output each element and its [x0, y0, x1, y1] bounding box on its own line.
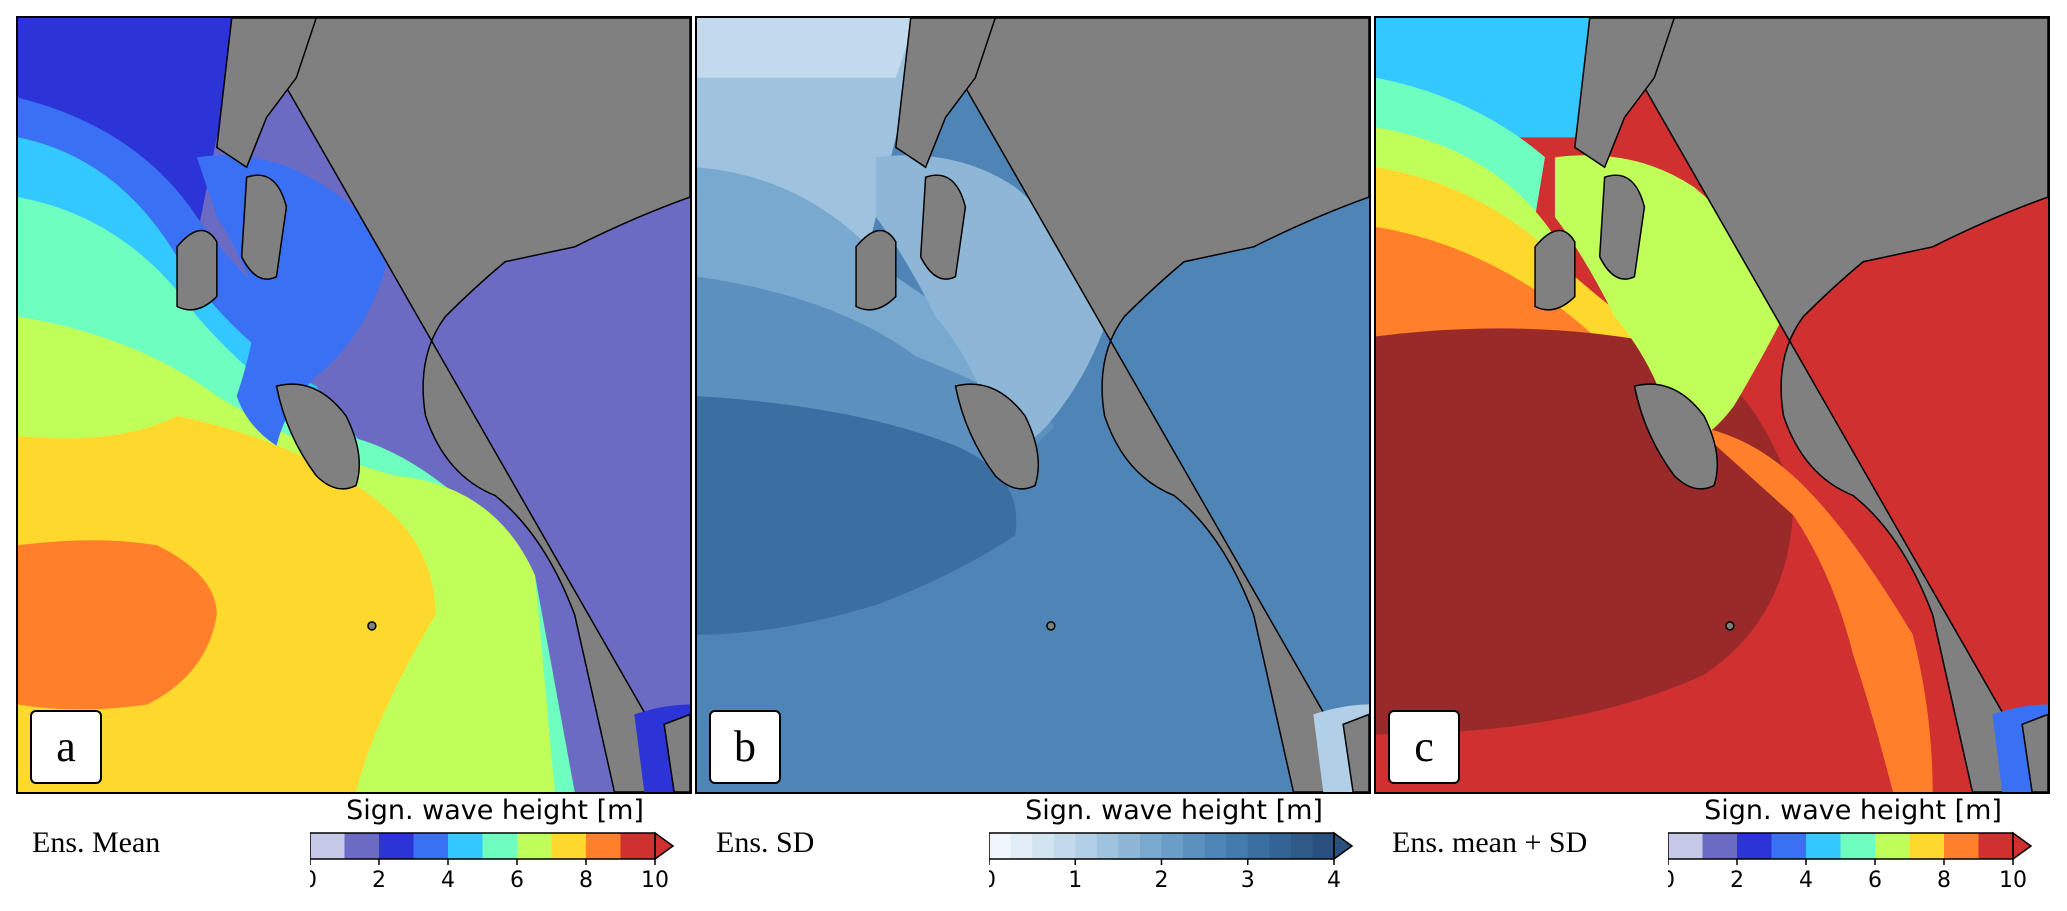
colorbar-title-b: Sign. wave height [m]: [1025, 795, 1323, 826]
colorbar-segment: [1247, 833, 1270, 859]
colorbar-segment: [1944, 833, 1979, 859]
colorbar-c: Sign. wave height [m] 0 2 4 6 8 10: [1668, 795, 2067, 905]
sd-wave-height-map: [697, 18, 1369, 792]
colorbar-title-a: Sign. wave height [m]: [346, 795, 644, 826]
colorbar-b-graphic: 0 1 2 3 4: [989, 831, 1354, 893]
colorbar-segment: [1269, 833, 1292, 859]
colorbar-segment: [1053, 833, 1076, 859]
colorbar-segment: [1840, 833, 1876, 859]
colorbar-border: [310, 832, 656, 860]
colorbar-segment: [1290, 833, 1313, 859]
map-panel-a: a: [16, 16, 692, 794]
colorbar-tick-label: 0: [989, 868, 996, 893]
colorbar-border: [1668, 832, 2014, 860]
colorbar-extension-arrow: [654, 831, 675, 861]
colorbar-segment: [448, 833, 483, 859]
colorbar-segment: [1312, 833, 1335, 859]
colorbar-segment: [482, 833, 518, 859]
colorbar-segment: [1737, 833, 1772, 859]
colorbar-tick-label: 6: [1868, 868, 1882, 893]
colorbar-segment: [379, 833, 414, 859]
panel-letter-c: c: [1388, 710, 1460, 784]
colorbar-tick-label: 10: [1999, 868, 2027, 893]
colorbar-a-graphic: 0 2 4 6 8 10: [310, 831, 675, 893]
mean-wave-height-map: [18, 18, 690, 792]
colorbar-extension-arrow: [1333, 831, 1354, 861]
colorbar-segment: [517, 833, 552, 859]
colorbar-segment: [1702, 833, 1738, 859]
colorbar-tick-label: 4: [1799, 868, 1813, 893]
colorbar-segment: [344, 833, 380, 859]
colorbar-tick-label: 2: [372, 868, 386, 893]
colorbar-segment: [1139, 833, 1162, 859]
colorbar-segment: [551, 833, 587, 859]
caption-ens-mean: Ens. Mean: [32, 826, 161, 859]
colorbar-segment: [1096, 833, 1119, 859]
colorbar-segment: [1806, 833, 1841, 859]
colorbar-tick-label: 8: [579, 868, 593, 893]
map-panel-c: c: [1374, 16, 2050, 794]
mean-plus-sd-wave-height-map: [1376, 18, 2048, 792]
panel-letter-b: b: [709, 710, 781, 784]
colorbar-segment: [1161, 833, 1184, 859]
colorbar-segment: [989, 833, 1012, 859]
colorbar-segment: [586, 833, 621, 859]
colorbar-title-c: Sign. wave height [m]: [1704, 795, 2002, 826]
colorbar-tick-label: 2: [1155, 868, 1169, 893]
colorbar-segment: [1771, 833, 1807, 859]
caption-ens-mean-plus-sd: Ens. mean + SD: [1392, 826, 1588, 859]
colorbar-tick-label: 0: [1668, 868, 1675, 893]
colorbar-extension-arrow: [2012, 831, 2033, 861]
colorbar-tick-label: 1: [1068, 868, 1082, 893]
colorbar-segment: [1183, 833, 1206, 859]
colorbar-segment: [310, 833, 345, 859]
colorbar-segment: [1909, 833, 1945, 859]
colorbar-tick-label: 6: [510, 868, 524, 893]
colorbar-tick-label: 4: [1327, 868, 1341, 893]
colorbar-a: Sign. wave height [m] 0 2 4 6 8 10: [310, 795, 710, 905]
caption-ens-sd: Ens. SD: [716, 826, 815, 859]
colorbar-segment: [1032, 833, 1055, 859]
colorbar-tick-label: 4: [441, 868, 455, 893]
panel-letter-a: a: [30, 710, 102, 784]
colorbar-segment: [1118, 833, 1141, 859]
colorbar-segment: [1075, 833, 1098, 859]
colorbar-b: Sign. wave height [m] 0 1 2 3 4: [989, 795, 1389, 905]
colorbar-segment: [1668, 833, 1703, 859]
colorbar-segment: [1010, 833, 1033, 859]
colorbar-segment: [1226, 833, 1249, 859]
colorbar-tick-label: 0: [310, 868, 317, 893]
colorbar-segment: [1204, 833, 1227, 859]
colorbar-tick-label: 3: [1241, 868, 1255, 893]
colorbar-tick-label: 8: [1937, 868, 1951, 893]
colorbar-segment: [620, 833, 656, 859]
colorbar-segment: [1875, 833, 1910, 859]
colorbar-c-graphic: 0 2 4 6 8 10: [1668, 831, 2033, 893]
colorbar-tick-label: 2: [1730, 868, 1744, 893]
colorbar-segment: [1978, 833, 2014, 859]
map-panel-b: b: [695, 16, 1371, 794]
colorbar-tick-label: 10: [641, 868, 669, 893]
colorbar-segment: [413, 833, 449, 859]
